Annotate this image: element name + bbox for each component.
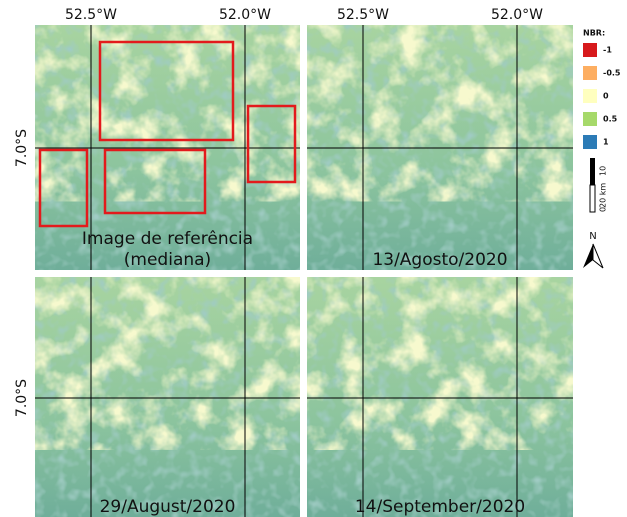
lon-label: 52.5°W [65,7,117,23]
panel-caption: 29/August/2020 [100,497,236,517]
arrow-half [583,244,593,268]
legend-label: -1 [603,46,612,55]
legend-swatch [583,135,597,149]
legend-label: 0 [603,92,609,101]
panel-caption: 14/September/2020 [355,497,525,517]
map-panel: 52.5°W 52.0°W [307,7,573,270]
imagery-texture [35,277,300,450]
scale-segment [590,185,595,212]
panel-caption: 13/Agosto/2020 [372,250,507,270]
north-arrow: N [583,231,603,268]
scale-label: 10 [599,166,608,176]
figure: 52.5°W 52.0°W 7.0°S 52.5°W 52.0°W 7.0°S Image… [0,0,627,517]
scale-bar: 0 10 20 km [590,158,608,212]
arrow-half [593,244,603,268]
imagery-texture [307,277,573,450]
map-panel [307,277,573,517]
lon-label: 52.5°W [337,7,389,23]
legend-swatch [583,66,597,80]
lat-label: 7.0°S [14,129,30,167]
legend-swatch [583,43,597,57]
legend: NBR: -1 -0.5 0 0.5 1 [583,29,621,150]
lon-label: 52.0°W [491,7,543,23]
scale-label: 20 km [599,183,608,208]
map-panel: 7.0°S [14,277,300,517]
legend-swatch [583,112,597,126]
panel-caption: Image de referência [82,229,253,249]
imagery-texture [35,25,300,201]
legend-swatch [583,89,597,103]
legend-title: NBR: [583,29,605,38]
lon-label: 52.0°W [219,7,271,23]
imagery-texture [307,25,573,201]
north-label: N [589,231,596,242]
legend-label: 1 [603,138,609,147]
panel-caption: (mediana) [124,250,211,270]
legend-label: -0.5 [603,69,621,78]
lat-label: 7.0°S [14,379,30,417]
legend-label: 0.5 [603,115,618,124]
scale-segment [590,158,595,185]
